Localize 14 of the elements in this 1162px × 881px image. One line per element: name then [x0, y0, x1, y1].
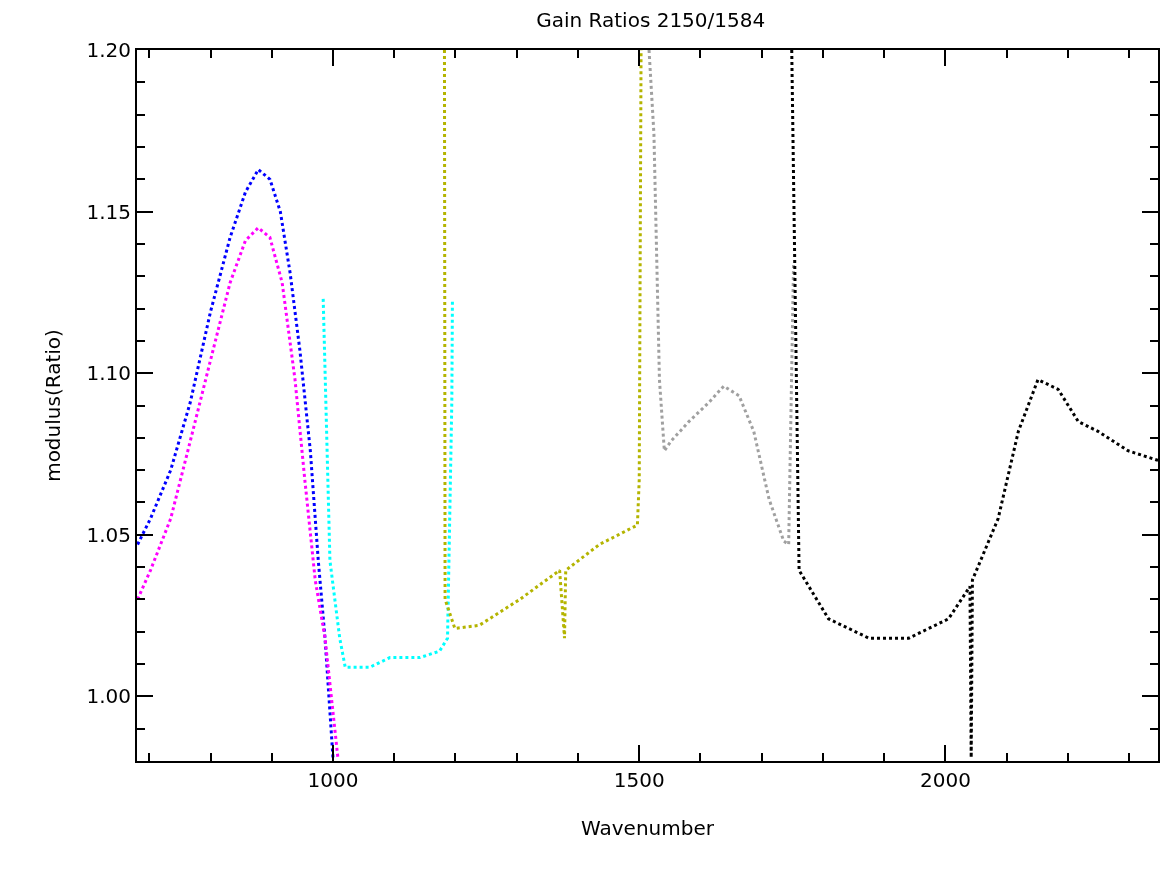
- x-tick-label: 2000: [920, 768, 971, 792]
- y-tick-label: 1.10: [86, 361, 131, 386]
- y-tick-label: 1.20: [86, 38, 131, 62]
- x-tick-label: 1500: [613, 768, 665, 792]
- chart-title: Gain Ratios 2150/1584: [536, 8, 766, 33]
- x-axis-title: Wavenumber: [581, 816, 715, 840]
- line-series: [647, 50, 796, 546]
- y-tick-label: 1.15: [86, 199, 131, 224]
- y-tick-label: 1.05: [86, 522, 131, 547]
- y-tick-label: 1.00: [86, 684, 131, 709]
- line-series: [442, 50, 643, 640]
- line-series: [321, 297, 454, 669]
- x-tick-label: 1000: [307, 768, 359, 792]
- y-axis-title: modulus(Ratio): [41, 329, 66, 482]
